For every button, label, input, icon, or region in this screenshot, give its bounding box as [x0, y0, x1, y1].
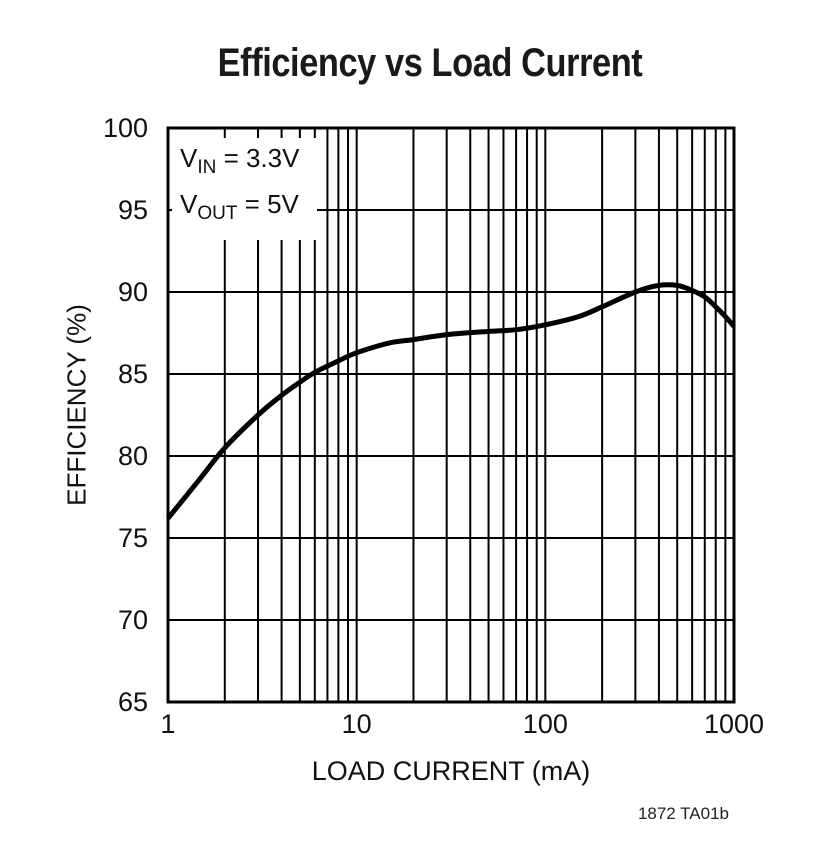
x-axis-title: LOAD CURRENT (mA): [311, 756, 591, 786]
annotation-line-vin: VIN = 3.3V: [180, 143, 300, 178]
y-tick-label: 85: [117, 359, 148, 389]
y-tick-label: 70: [117, 605, 148, 635]
plot-area: [166, 126, 736, 704]
y-axis-title: EFFICIENCY (%): [61, 304, 92, 506]
efficiency-curve: [166, 282, 736, 520]
x-tick-label: 1: [160, 709, 176, 739]
chart-title: Efficiency vs Load Current: [217, 41, 643, 85]
figure-id-label: 1872 TA01b: [637, 804, 729, 823]
y-tick-label: 100: [102, 113, 148, 143]
annotation-line-vout: VOUT = 5V: [180, 189, 299, 224]
x-tick-label: 10: [341, 709, 372, 739]
y-tick-label: 65: [117, 687, 148, 717]
x-tick-label: 100: [522, 709, 568, 739]
conditions-annotation: VIN = 3.3V VOUT = 5V: [172, 138, 318, 240]
y-tick-label: 95: [117, 195, 148, 225]
y-tick-label: 80: [117, 441, 148, 471]
plot-border: [166, 126, 736, 704]
y-tick-label: 75: [117, 523, 148, 553]
x-tick-label: 1000: [703, 709, 765, 739]
y-tick-label: 90: [117, 277, 148, 307]
